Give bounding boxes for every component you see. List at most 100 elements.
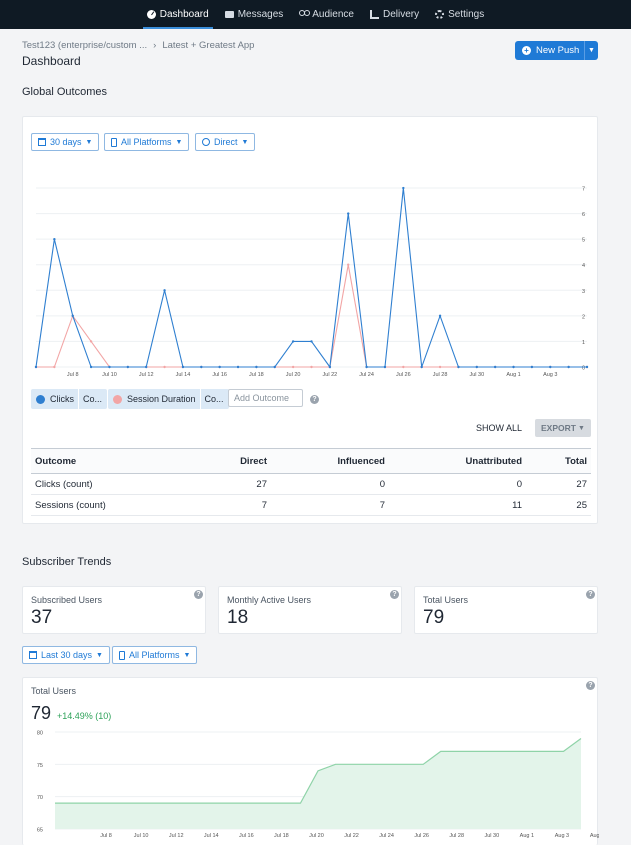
legend-clicks[interactable]: Clicks Co... <box>31 389 108 409</box>
show-all-button[interactable]: SHOW ALL <box>476 423 523 433</box>
breadcrumb: Test123 (enterprise/custom ... › Latest … <box>22 40 254 51</box>
legend-clicks-label: Clicks <box>50 394 74 404</box>
platform-filter-label: All Platforms <box>121 137 172 147</box>
new-push-button[interactable]: + New Push ▼ <box>515 41 598 60</box>
data-point <box>273 365 276 369</box>
x-tick-label: Jul 24 <box>359 372 374 378</box>
nav-label: Messages <box>237 9 284 20</box>
x-tick-label: Jul 20 <box>309 833 324 839</box>
data-point <box>181 365 185 369</box>
help-icon[interactable]: ? <box>194 590 203 599</box>
x-tick-label: Jul 18 <box>274 833 289 839</box>
stat-card-monthly-active: Monthly Active Users 18 ? <box>218 586 402 634</box>
settings-icon <box>435 10 445 19</box>
y-tick-label: 1 <box>582 340 585 346</box>
table-row: Clicks (count) 27 0 0 27 <box>31 473 591 495</box>
caret-down-icon: ▼ <box>96 651 103 659</box>
outcomes-chart: 0 1 2 3 4 5 6 7 Jul 8 Jul 10 Jul 12 Jul 14 Jul 16 Jul… <box>34 186 589 378</box>
help-icon[interactable]: ? <box>586 590 595 599</box>
cell-direct: 7 <box>161 494 271 516</box>
x-tick-label: Jul 16 <box>239 833 254 839</box>
export-button[interactable]: EXPORT ▼ <box>535 419 591 437</box>
data-point <box>420 365 423 369</box>
caret-down-icon: ▼ <box>588 47 595 54</box>
data-point <box>310 340 313 343</box>
data-point <box>145 365 148 369</box>
data-point <box>53 365 56 369</box>
data-point <box>347 263 350 266</box>
header-outcome: Outcome <box>31 448 161 474</box>
data-point <box>218 365 221 369</box>
plus-icon: + <box>522 46 531 55</box>
cell-influenced: 0 <box>271 473 389 495</box>
stat-card-total-users: Total Users 79 ? <box>414 586 598 634</box>
table-row: Sessions (count) 7 7 11 25 <box>31 494 591 516</box>
subscriber-trends-title: Subscriber Trends <box>22 556 112 568</box>
data-point <box>585 365 589 369</box>
stat-label: Total Users <box>423 595 469 605</box>
trends-platform-label: All Platforms <box>129 650 180 660</box>
x-tick-label: Jul 12 <box>169 833 184 839</box>
new-push-label: New Push <box>536 45 580 56</box>
trends-range-filter[interactable]: Last 30 days ▼ <box>22 646 110 664</box>
data-point <box>255 365 258 369</box>
x-tick-label: Jul 26 <box>396 372 411 378</box>
trends-platform-filter[interactable]: All Platforms ▼ <box>112 646 198 664</box>
data-point <box>291 340 295 343</box>
legend-dot <box>36 394 45 404</box>
header-unattributed: Unattributed <box>389 448 526 474</box>
audience-icon <box>299 10 311 19</box>
legend-session-suffix: Co... <box>204 394 224 404</box>
phone-icon <box>111 137 117 147</box>
data-point <box>34 365 38 369</box>
x-tick-label: Jul 18 <box>249 372 264 378</box>
help-icon[interactable]: ? <box>310 395 319 404</box>
x-tick-label: Aug 1 <box>506 372 520 378</box>
data-point <box>365 365 368 369</box>
nav-dashboard[interactable]: Dashboard <box>139 0 217 29</box>
x-tick-label: Jul 24 <box>379 833 394 839</box>
data-point <box>163 365 166 369</box>
nav-delivery[interactable]: Delivery <box>362 0 427 29</box>
breadcrumb-app[interactable]: Latest + Greatest App <box>162 40 255 51</box>
nav-settings[interactable]: Settings <box>427 0 492 29</box>
legend-separator <box>199 389 201 409</box>
range-filter[interactable]: 30 days ▼ <box>31 133 100 151</box>
y-tick-label: 0 <box>582 366 585 372</box>
help-icon[interactable]: ? <box>390 590 399 599</box>
x-tick-label: Jul 30 <box>469 372 484 378</box>
caret-down-icon: ▼ <box>183 651 191 659</box>
x-tick-label: Jul 12 <box>139 372 154 378</box>
attribution-filter-label: Direct <box>214 137 238 147</box>
breadcrumb-org[interactable]: Test123 (enterprise/custom ... <box>22 40 148 51</box>
legend-clicks-suffix: Co... <box>83 394 103 404</box>
cell-total: 27 <box>526 473 591 495</box>
trends-range-label: Last 30 days <box>41 650 93 660</box>
series-line-clicks <box>35 187 587 369</box>
x-tick-label: Jul 10 <box>134 833 149 839</box>
top-nav: Dashboard Messages Audience Delivery Set… <box>0 0 631 29</box>
platform-filter[interactable]: All Platforms ▼ <box>104 133 190 151</box>
legend-session-duration[interactable]: Session Duration Co... <box>108 389 229 409</box>
attribution-filter[interactable]: Direct ▼ <box>195 133 256 151</box>
delivery-icon <box>369 10 379 19</box>
export-label: EXPORT <box>541 423 576 433</box>
y-tick-label: 4 <box>582 263 585 269</box>
help-icon[interactable]: ? <box>586 681 595 690</box>
x-tick-label: Aug 3 <box>555 833 569 839</box>
nav-audience[interactable]: Audience <box>291 0 362 29</box>
nav-messages[interactable]: Messages <box>217 0 292 29</box>
add-outcome-input[interactable]: Add Outcome <box>228 389 303 407</box>
total-users-value: 79 <box>31 703 52 723</box>
outcomes-table: Outcome Direct Influenced Unattributed T… <box>31 448 591 516</box>
data-point <box>402 186 405 190</box>
new-push-dropdown[interactable]: ▼ <box>584 41 598 60</box>
x-tick-label: Aug 1 <box>520 833 534 839</box>
data-point <box>438 365 442 369</box>
y-tick-label: 80 <box>37 731 43 737</box>
legend-separator <box>78 389 79 409</box>
x-tick-label: Aug 3 <box>543 372 557 378</box>
total-users-change: +14.49% (10) <box>57 711 112 721</box>
direct-icon <box>202 138 210 146</box>
cell-influenced: 7 <box>271 494 389 516</box>
